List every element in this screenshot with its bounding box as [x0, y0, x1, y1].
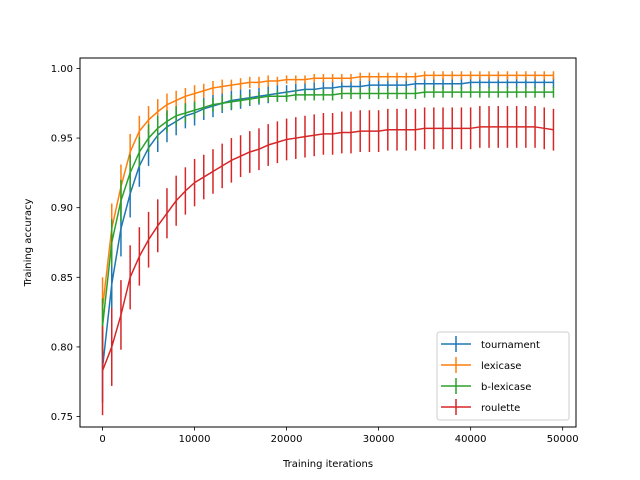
legend-frame	[436, 331, 570, 421]
y-tick-label: 0.80	[51, 342, 73, 353]
y-tick-label: 0.75	[51, 412, 73, 423]
x-axis: 0 10000 20000 30000 40000 50000	[99, 427, 579, 445]
x-axis-label: Training iterations	[282, 459, 373, 470]
x-tick-label: 50000	[547, 434, 579, 445]
legend-entry-roulette: roulette	[441, 399, 520, 415]
x-tick-label: 20000	[271, 434, 303, 445]
y-axis: 0.75 0.80 0.85 0.90 0.95 1.00	[51, 64, 80, 423]
series-layer	[101, 71, 555, 416]
legend-label: roulette	[481, 403, 520, 414]
x-tick-label: 10000	[179, 434, 211, 445]
x-tick-label: 40000	[455, 434, 487, 445]
y-tick-label: 0.95	[51, 134, 73, 145]
y-tick-label: 0.90	[51, 203, 73, 214]
legend-entry-b-lexicase: b-lexicase	[441, 378, 531, 394]
series-line-tournament	[101, 81, 554, 368]
series-roulette	[101, 106, 555, 416]
legend-label: tournament	[481, 340, 540, 351]
y-axis-label: Training accuracy	[23, 199, 34, 288]
series-line-roulette	[101, 126, 554, 371]
series-line-lexicase	[101, 74, 554, 309]
legend-entry-tournament: tournament	[441, 336, 540, 352]
y-tick-label: 1.00	[51, 64, 73, 75]
legend: tournament lexicase b-lexicase roulette	[436, 331, 570, 421]
series-b-lexicase	[101, 86, 555, 354]
x-tick-label: 0	[99, 434, 105, 445]
series-line-b-lexicase	[101, 91, 554, 327]
x-tick-label: 30000	[363, 434, 395, 445]
legend-label: lexicase	[481, 361, 521, 372]
legend-label: b-lexicase	[481, 382, 531, 393]
plot-frame	[79, 57, 577, 428]
y-tick-label: 0.85	[51, 273, 73, 284]
legend-entry-lexicase: lexicase	[441, 357, 521, 373]
